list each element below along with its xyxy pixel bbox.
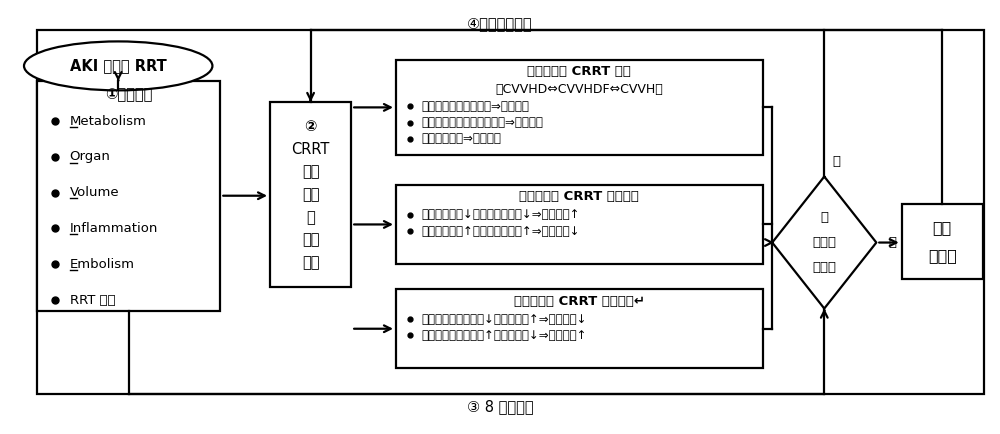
Text: ④重新调整处方: ④重新调整处方 (467, 16, 533, 31)
Text: AKI 需接受 RRT: AKI 需接受 RRT (70, 59, 167, 73)
Text: 选择及调整 CRRT 持续时间: 选择及调整 CRRT 持续时间 (519, 191, 639, 204)
FancyBboxPatch shape (396, 59, 763, 155)
FancyBboxPatch shape (37, 30, 984, 394)
Text: ①录入参数: ①录入参数 (105, 87, 152, 102)
Text: 选择及调整 CRRT 模式: 选择及调整 CRRT 模式 (527, 65, 631, 78)
Text: 需清除较多中、大分子溶质⇒对流为主: 需清除较多中、大分子溶质⇒对流为主 (422, 116, 544, 129)
Text: 需较快清除小分子溶质⇒弥散为主: 需较快清除小分子溶质⇒弥散为主 (422, 100, 530, 113)
Text: 系统: 系统 (302, 255, 319, 270)
Text: ③ 8 小时评估: ③ 8 小时评估 (467, 399, 533, 414)
FancyBboxPatch shape (270, 102, 351, 287)
Text: 否: 否 (832, 155, 840, 168)
Text: 质控: 质控 (302, 232, 319, 247)
Text: Embolism: Embolism (70, 258, 135, 271)
Text: 治: 治 (820, 211, 828, 224)
Text: 技术清除速度↓、患者耐受速度↓⇒持续时间↑: 技术清除速度↓、患者耐受速度↓⇒持续时间↑ (422, 208, 580, 221)
Ellipse shape (24, 41, 212, 90)
Text: 智慧: 智慧 (302, 164, 319, 180)
Text: 原处方: 原处方 (928, 248, 957, 263)
FancyBboxPatch shape (37, 81, 220, 311)
FancyBboxPatch shape (396, 289, 763, 368)
Text: 技术清除速度↑、患者耐受速度↑⇒持续时间↓: 技术清除速度↑、患者耐受速度↑⇒持续时间↓ (422, 224, 580, 237)
Text: 疗目标: 疗目标 (812, 236, 836, 249)
Text: RRT 相关: RRT 相关 (70, 293, 115, 306)
FancyBboxPatch shape (396, 185, 763, 264)
Text: 仅需清除水分⇒单纯超滤: 仅需清除水分⇒单纯超滤 (422, 132, 502, 145)
Text: Organ: Organ (70, 151, 110, 164)
Text: 是: 是 (888, 236, 896, 249)
Polygon shape (772, 177, 876, 309)
Text: Inflammation: Inflammation (70, 222, 158, 235)
Text: 溶质和水清除需求量↓、患者耐受↑⇒脱水速度↓: 溶质和水清除需求量↓、患者耐受↑⇒脱水速度↓ (422, 312, 587, 326)
Text: Metabolism: Metabolism (70, 115, 146, 128)
Text: ②: ② (304, 119, 317, 135)
Text: 决策: 决策 (302, 187, 319, 202)
Text: 维持: 维持 (933, 220, 952, 235)
Text: 选择及调整 CRRT 脱水速度↵: 选择及调整 CRRT 脱水速度↵ (514, 295, 645, 308)
Text: CRRT: CRRT (291, 142, 330, 157)
Text: （CVVHD⇔CVVHDF⇔CVVH）: （CVVHD⇔CVVHDF⇔CVVH） (495, 83, 663, 96)
Text: 溶质和水清除需求量↑、患者耐受↓⇒脱水速度↑: 溶质和水清除需求量↑、患者耐受↓⇒脱水速度↑ (422, 329, 587, 342)
Text: 是否达: 是否达 (812, 261, 836, 274)
Text: 及: 及 (306, 210, 315, 225)
Text: Volume: Volume (70, 186, 119, 199)
FancyBboxPatch shape (902, 204, 983, 279)
